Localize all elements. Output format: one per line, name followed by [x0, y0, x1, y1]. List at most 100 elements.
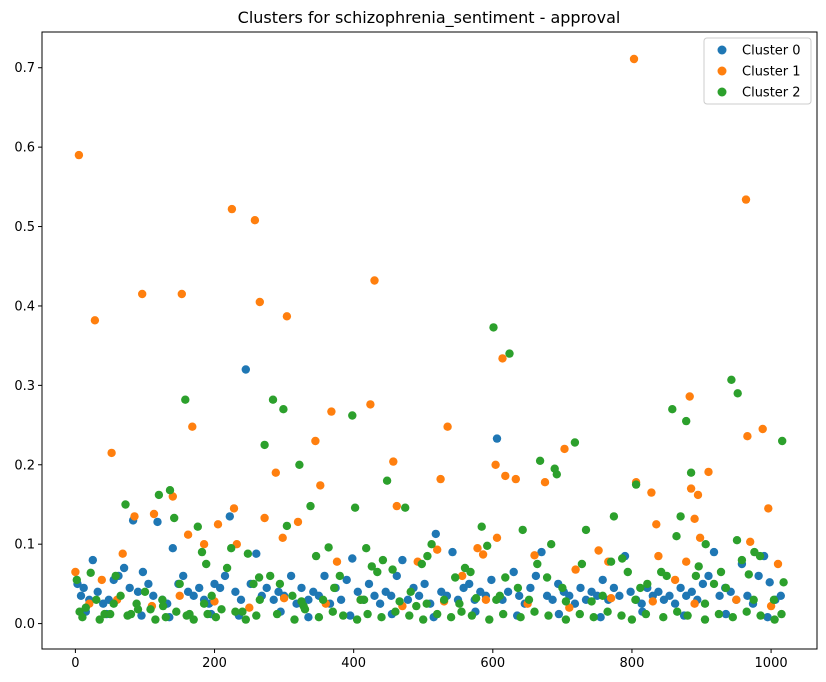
data-point	[427, 540, 436, 549]
data-point	[654, 587, 663, 596]
y-axis: 0.0 0.1 0.2 0.3 0.4 0.5 0.6 0.7	[14, 61, 42, 632]
data-point	[741, 195, 751, 204]
data-point	[769, 595, 779, 604]
data-point	[466, 567, 475, 577]
data-point	[758, 424, 767, 434]
data-point	[260, 513, 269, 523]
data-point	[278, 533, 287, 542]
data-point	[199, 599, 209, 608]
plot-frame	[41, 31, 818, 650]
data-point	[606, 594, 616, 603]
data-point	[175, 591, 184, 600]
data-point	[576, 583, 585, 593]
data-point	[540, 478, 550, 487]
data-point	[695, 533, 705, 542]
data-point	[170, 513, 179, 523]
data-point	[764, 504, 773, 513]
data-point	[217, 605, 226, 614]
data-point	[389, 457, 398, 466]
data-point	[618, 554, 627, 563]
data-point	[161, 613, 170, 622]
data-point	[306, 501, 315, 511]
data-point	[570, 438, 580, 447]
data-point	[279, 405, 288, 414]
data-point	[144, 579, 153, 589]
data-point	[297, 597, 306, 606]
data-point	[241, 615, 250, 624]
data-point	[530, 551, 539, 560]
data-point	[88, 555, 98, 565]
data-point	[492, 533, 502, 542]
data-point	[694, 562, 703, 571]
y-tick-label: 0.5	[14, 220, 35, 235]
x-tick-label: 200	[202, 656, 227, 671]
data-point	[339, 611, 348, 620]
data-point	[207, 591, 216, 600]
data-point	[647, 488, 656, 497]
data-point	[778, 436, 787, 446]
data-point	[417, 559, 426, 569]
data-point	[255, 595, 264, 604]
data-point	[352, 615, 362, 624]
data-point	[676, 512, 685, 521]
data-point	[272, 609, 282, 619]
data-point	[609, 583, 619, 593]
data-point	[366, 400, 375, 409]
data-point	[370, 591, 379, 600]
data-point	[609, 512, 619, 521]
data-point	[95, 615, 104, 624]
data-point	[179, 571, 188, 581]
data-point	[255, 297, 264, 307]
data-point	[763, 613, 772, 622]
data-point	[561, 597, 571, 606]
data-point	[721, 583, 731, 593]
data-point	[487, 575, 496, 585]
data-point	[749, 595, 758, 604]
x-tick-label: 600	[480, 656, 505, 671]
data-point	[481, 595, 491, 604]
data-point	[478, 550, 488, 559]
data-point	[271, 468, 280, 477]
data-point	[577, 559, 587, 569]
points-layer	[71, 54, 788, 624]
data-point	[627, 615, 637, 624]
data-point	[300, 605, 310, 614]
data-point	[222, 563, 232, 573]
data-point	[565, 603, 574, 612]
data-point	[304, 595, 313, 604]
data-point	[531, 571, 541, 581]
data-point	[561, 615, 571, 624]
data-point	[316, 481, 325, 490]
data-point	[596, 613, 605, 622]
data-point	[177, 289, 186, 299]
data-point	[690, 599, 699, 608]
data-point	[279, 594, 289, 603]
data-point	[483, 541, 492, 550]
data-point	[537, 547, 546, 557]
data-point	[227, 204, 237, 214]
data-point	[691, 571, 701, 581]
data-point	[123, 611, 132, 620]
data-point	[558, 583, 567, 593]
data-point	[138, 289, 147, 299]
data-point	[631, 595, 640, 604]
data-point	[245, 603, 254, 612]
y-tick-label: 0.1	[14, 538, 35, 553]
legend-marker	[717, 66, 727, 76]
data-point	[491, 460, 500, 469]
x-tick-label: 800	[620, 656, 645, 671]
data-point	[398, 555, 407, 565]
data-point	[709, 547, 719, 557]
data-point	[138, 567, 148, 577]
legend: Cluster 0 Cluster 1 Cluster 2	[703, 37, 812, 105]
data-point	[175, 579, 184, 589]
data-point	[668, 405, 677, 414]
data-point	[213, 520, 223, 529]
data-point	[378, 555, 388, 565]
legend-label: Cluster 0	[742, 44, 801, 59]
data-point	[422, 599, 431, 608]
data-point	[716, 567, 726, 577]
data-point	[498, 354, 507, 363]
data-point	[654, 551, 663, 561]
